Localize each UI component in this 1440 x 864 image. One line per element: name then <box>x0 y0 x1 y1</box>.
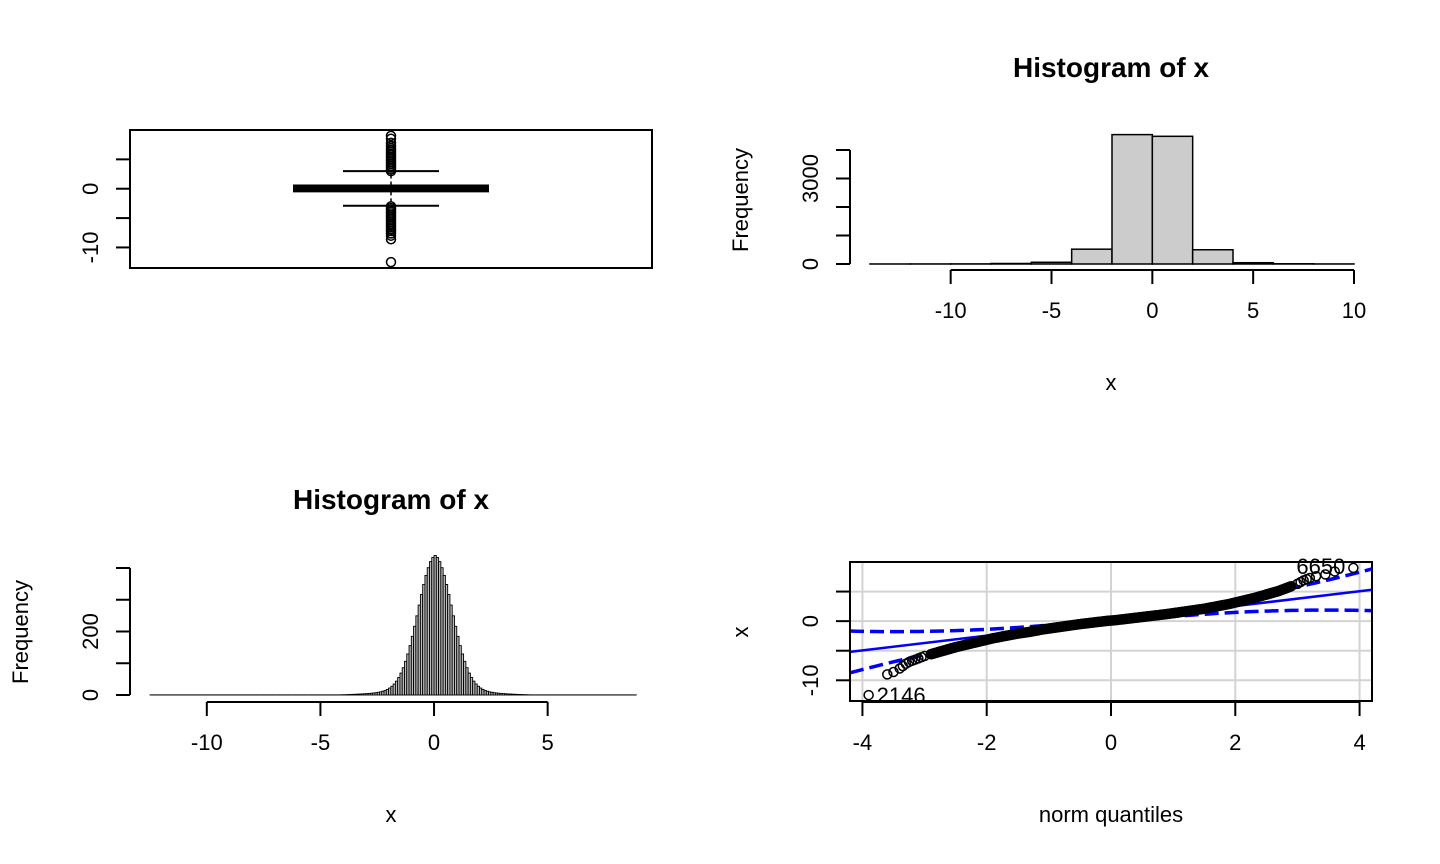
boxplot-y-tick-label: 0 <box>78 183 103 195</box>
qq-x-tick-label: -4 <box>853 730 873 755</box>
histogram-coarse-panel: Histogram of x x Frequency -10 -5 0 5 10 0 30… <box>728 52 1366 395</box>
histogram-coarse-x-tick-label: 0 <box>1146 298 1158 323</box>
histogram-coarse-y-tick-label: 0 <box>798 258 823 270</box>
qq-point <box>882 669 893 680</box>
histogram-coarse-xlabel: x <box>1106 370 1117 395</box>
qq-point-label: 6650 <box>1296 554 1345 579</box>
boxplot-outlier <box>385 140 397 152</box>
boxplot-outlier <box>385 133 397 145</box>
boxplot-y-tick-label: -10 <box>78 232 103 264</box>
histogram-fine-y-axis: 0 200 <box>78 567 131 701</box>
histogram-fine-bars <box>149 555 637 696</box>
histogram-coarse-x-tick-label: -10 <box>935 298 967 323</box>
histogram-coarse-bar <box>1151 135 1194 265</box>
histogram-fine-x-tick-label: 0 <box>428 730 440 755</box>
histogram-coarse-ylabel: Frequency <box>728 148 753 252</box>
histogram-coarse-bar <box>1232 261 1275 265</box>
boxplot-outlier <box>385 137 397 149</box>
qq-point <box>1348 562 1359 574</box>
qq-plot-panel: 6650 2146 -4 -2 0 2 4 -10 0 norm quantiles x <box>728 554 1373 827</box>
histogram-fine-panel: Histogram of x x Frequency -10 -5 0 5 0 200 <box>8 484 637 827</box>
histogram-coarse-y-axis: 0 3000 <box>798 149 851 270</box>
histogram-coarse-bar <box>990 262 1033 265</box>
qq-x-tick-label: 0 <box>1105 730 1117 755</box>
histogram-coarse-title: Histogram of x <box>1013 52 1209 83</box>
histogram-coarse-bar <box>1070 248 1113 265</box>
histogram-fine-title: Histogram of x <box>293 484 489 515</box>
boxplot-outlier <box>385 256 397 268</box>
histogram-fine-ylabel: Frequency <box>8 580 33 684</box>
histogram-fine-x-tick-label: -10 <box>191 730 223 755</box>
qq-y-axis: -10 0 <box>798 590 851 696</box>
qq-annotations: 6650 2146 <box>877 554 1346 708</box>
boxplot-outlier <box>385 230 397 241</box>
histogram-coarse-bars <box>869 133 1355 265</box>
qq-x-tick-label: 4 <box>1353 730 1365 755</box>
boxplot-panel: -10 0 <box>78 129 653 269</box>
boxplot-marks <box>293 130 489 268</box>
histogram-coarse-bar <box>1191 249 1234 265</box>
qq-points <box>863 562 1359 701</box>
boxplot-outlier <box>385 130 397 142</box>
qq-point <box>1285 581 1297 592</box>
histogram-fine-y-tick-label: 0 <box>78 689 103 701</box>
histogram-coarse-x-tick-label: 5 <box>1247 298 1259 323</box>
qq-point <box>1304 572 1316 584</box>
boxplot-outlier <box>385 233 397 245</box>
qq-point <box>863 689 874 701</box>
histogram-coarse-bar <box>1030 261 1073 265</box>
qq-xlabel: norm quantiles <box>1039 802 1183 827</box>
qq-point <box>1329 566 1340 577</box>
histogram-fine-x-axis: -10 -5 0 5 <box>191 701 554 755</box>
qq-point-label: 2146 <box>877 683 926 708</box>
qq-x-axis: -4 -2 0 2 4 <box>853 701 1366 755</box>
qq-x-tick-label: -2 <box>977 730 997 755</box>
histogram-coarse-y-tick-label: 3000 <box>798 154 823 203</box>
qq-ylabel: x <box>728 627 753 638</box>
histogram-coarse-x-tick-label: -5 <box>1042 298 1062 323</box>
qq-y-tick-label: -10 <box>798 664 823 696</box>
histogram-fine-x-tick-label: -5 <box>311 730 331 755</box>
qq-y-tick-label: 0 <box>798 615 823 627</box>
histogram-fine-xlabel: x <box>386 802 397 827</box>
histogram-fine-x-tick-label: 5 <box>542 730 554 755</box>
histogram-coarse-x-axis: -10 -5 0 5 10 <box>935 269 1366 323</box>
boxplot-y-axis: -10 0 <box>78 158 131 264</box>
qq-point <box>1320 569 1331 580</box>
histogram-coarse-x-tick-label: 10 <box>1342 298 1366 323</box>
qq-x-tick-label: 2 <box>1229 730 1241 755</box>
histogram-fine-y-tick-label: 200 <box>78 613 103 650</box>
histogram-coarse-bar <box>1111 133 1154 265</box>
